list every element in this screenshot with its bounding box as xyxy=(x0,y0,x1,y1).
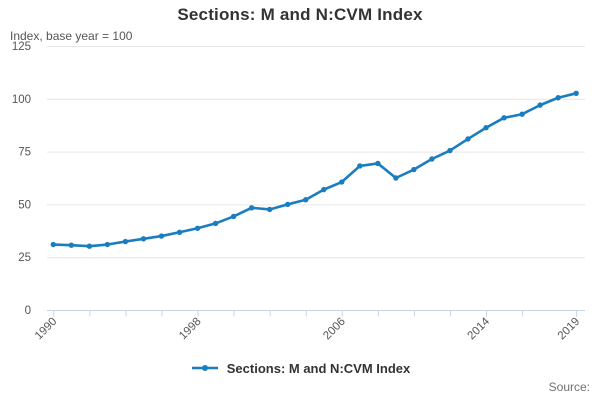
x-tick-label-2006: 2006 xyxy=(321,316,348,343)
y-axis-unit-label: Index, base year = 100 xyxy=(10,29,133,43)
data-point-1991 xyxy=(68,242,75,248)
data-point-2000 xyxy=(230,213,237,220)
legend-line-marker-icon xyxy=(191,365,218,371)
data-point-2013 xyxy=(465,136,471,142)
legend-label: Sections: M and N:CVM Index xyxy=(226,360,411,376)
data-point-2001 xyxy=(248,205,255,211)
data-point-2018 xyxy=(555,95,561,101)
data-point-2011 xyxy=(429,156,435,162)
data-point-2002 xyxy=(266,206,273,213)
y-tick-label-0: 0 xyxy=(25,305,31,317)
page-title: Sections: M and N:CVM Index xyxy=(177,5,423,24)
data-point-1998 xyxy=(194,225,201,231)
data-point-2016 xyxy=(519,111,525,117)
data-point-2005 xyxy=(321,186,327,193)
data-point-2014 xyxy=(483,125,489,131)
data-point-2003 xyxy=(284,201,291,208)
x-tick-label-2014: 2014 xyxy=(466,315,493,342)
y-tick-label-125: 125 xyxy=(12,41,31,53)
data-point-1995 xyxy=(140,236,147,242)
data-point-1994 xyxy=(122,238,129,245)
data-point-2019 xyxy=(573,90,579,97)
data-point-1993 xyxy=(104,241,111,248)
y-tick-label-50: 50 xyxy=(18,199,31,211)
y-tick-label-100: 100 xyxy=(12,94,31,106)
y-tick-label-25: 25 xyxy=(18,252,31,264)
x-tick-label-1998: 1998 xyxy=(177,316,204,343)
data-point-2006 xyxy=(339,179,345,185)
line-chart-plot: 0 25 50 75 100 125 1990 1998 2006 2014 2019 xyxy=(12,41,585,343)
data-point-2008 xyxy=(375,160,381,167)
data-point-2015 xyxy=(501,115,507,121)
series-line xyxy=(51,92,578,248)
data-point-1996 xyxy=(158,233,165,239)
source-label: Source: xyxy=(548,380,590,394)
data-point-2009 xyxy=(393,175,399,181)
data-point-1999 xyxy=(212,220,219,227)
data-point-1997 xyxy=(176,229,183,235)
data-point-1992 xyxy=(86,243,93,249)
data-point-1990 xyxy=(50,241,56,248)
data-point-2012 xyxy=(447,147,453,154)
y-tick-label-75: 75 xyxy=(18,147,31,159)
x-tick-label-1990: 1990 xyxy=(33,316,60,343)
legend: Sections: M and N:CVM Index xyxy=(0,359,600,377)
data-point-2017 xyxy=(537,102,543,108)
x-tick-label-2019: 2019 xyxy=(556,316,583,343)
data-point-2010 xyxy=(411,166,417,173)
data-point-2004 xyxy=(303,197,309,203)
data-point-2007 xyxy=(357,163,363,169)
